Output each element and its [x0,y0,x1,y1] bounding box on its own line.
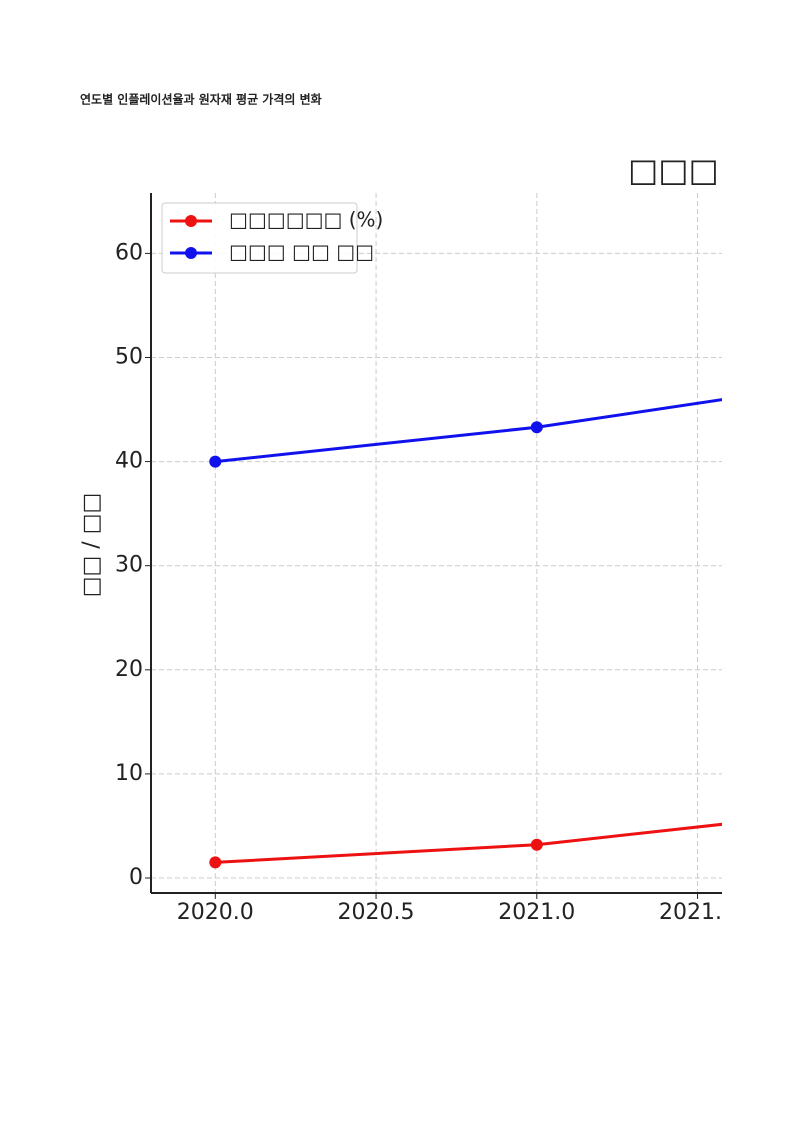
y-tick-label: 20 [115,657,143,682]
chart: □□□ □ □□ / □□ 0 10 20 30 40 50 60 2020.0 2020.5 2… [79,151,759,925]
data-point [530,421,543,434]
y-tick-label: 40 [115,449,143,474]
legend-label: □□□□□□ (%) [229,208,383,232]
legend: □□□□□□ (%) □□□ □□ □□ [161,202,383,274]
heading: 연도별 인플레이션율과 원자재 평균 가격의 변화 [80,92,322,107]
legend-marker [185,215,197,227]
data-point [209,856,222,869]
series-line [215,822,722,864]
x-tick-label: 2020.0 [177,900,254,925]
y-tick-label: 60 [115,240,143,265]
legend-marker [185,247,197,259]
chart-title: □□□ □ [628,151,759,189]
y-tick-label: 0 [129,865,143,890]
x-tick-label: 2020.5 [338,900,415,925]
y-tick-label: 50 [115,344,143,369]
x-tick-label: 2021.5 [659,900,736,925]
legend-label: □□□ □□ □□ [229,240,374,264]
y-tick-label: 10 [115,761,143,786]
series-line [215,398,722,464]
x-tick-label: 2021.0 [498,900,575,925]
data-point [209,455,222,468]
y-tick-label: 30 [115,553,143,578]
y-axis-label: □□ / □□ [79,493,104,598]
data-point [530,838,543,851]
